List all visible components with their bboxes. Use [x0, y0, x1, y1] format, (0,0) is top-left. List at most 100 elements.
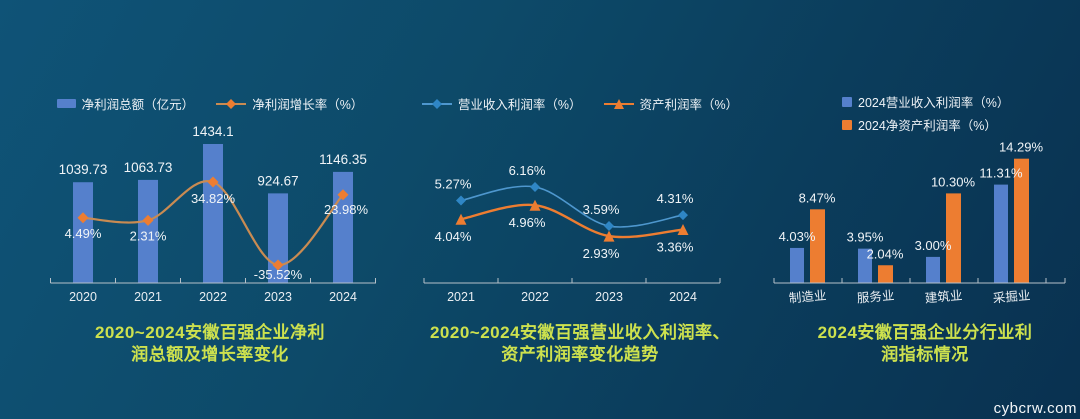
bar-value-label: 8.47% — [799, 190, 836, 205]
legend-item: 资产利润率（%） — [603, 94, 739, 113]
chart-title-line: 2024安徽百强企业分行业利 — [817, 323, 1033, 342]
legend-line-triangle-icon — [603, 98, 634, 109]
legend-bar-swatch — [56, 99, 76, 108]
legend-item: 2024净资产利润率（%） — [842, 115, 997, 134]
bar-value-label: 3.95% — [847, 230, 884, 245]
category-label: 制造业 — [788, 288, 827, 305]
legend-label: 净利润总额（亿元） — [81, 98, 195, 112]
legend-label: 资产利润率（%） — [639, 98, 739, 112]
chart-plot: 1039.73 1063.73 1434.1 924.67 1146.35 2020 202… — [50, 124, 376, 304]
line-value-label: 2.93% — [583, 246, 620, 261]
chart-panel-margin-trend: 营业收入利润率（%） 资产利润率（%） 2021 2022 2023 2024 5.27%… — [410, 88, 750, 398]
diamond-marker — [431, 98, 442, 109]
legend-item: 2024营业收入利润率（%） — [842, 92, 1009, 111]
chart-legend: 2024营业收入利润率（%） 2024净资产利润率（%） — [770, 92, 1080, 134]
bar-value-label: 1434.1 — [192, 124, 233, 139]
chart-title-line: 2020~2024安徽百强营业收入利润率、 — [429, 323, 731, 342]
chart-title: 2020~2024安徽百强营业收入利润率、 资产利润率变化趋势 — [410, 322, 750, 366]
watermark: cybcrw.com — [993, 400, 1077, 417]
legend-line-diamond-icon — [421, 98, 452, 109]
line-value-label: 6.16% — [509, 163, 546, 178]
bar-value-label: 2.04% — [867, 246, 904, 261]
category-label: 采掘业 — [992, 287, 1031, 305]
triangle-marker — [677, 224, 689, 236]
chart-title-line: 润总额及增长率变化 — [131, 345, 289, 364]
category-label: 2024 — [329, 290, 357, 304]
diamond-marker — [77, 212, 89, 224]
line-value-label: 4.96% — [509, 215, 546, 230]
line-value-label: 4.04% — [435, 229, 472, 244]
line-value-label: 4.31% — [657, 191, 694, 206]
chart-title: 2020~2024安徽百强企业净利 润总额及增长率变化 — [20, 322, 400, 366]
bar — [138, 179, 158, 283]
legend-label: 2024净资产利润率（%） — [858, 119, 997, 133]
bar-value-label: 1063.73 — [124, 160, 173, 175]
category-label: 2023 — [595, 290, 623, 304]
bar-value-label: 10.30% — [931, 174, 976, 189]
chart-plot: 4.03% 8.47% 3.95%2.04% 3.00% 10.30%11.31% 14.… — [773, 140, 1066, 306]
category-label: 2020 — [69, 290, 97, 304]
bar-value-label: 1039.73 — [59, 162, 108, 177]
category-label: 建筑业 — [924, 287, 963, 305]
bar — [858, 248, 872, 283]
chart-title-line: 资产利润率变化趋势 — [501, 345, 659, 364]
line-value-label: 34.82% — [191, 191, 236, 206]
bar — [333, 171, 353, 283]
chart-plot: 2021 2022 2023 2024 5.27% 6.16% 3.59% 4.31% 4.04… — [423, 163, 721, 304]
legend-square-swatch — [842, 119, 852, 130]
chart-title: 2024安徽百强企业分行业利 润指标情况 — [770, 322, 1080, 366]
bar-value-label: 3.00% — [915, 238, 952, 253]
triangle-marker — [455, 213, 467, 225]
chart-legend: 营业收入利润率（%） 资产利润率（%） — [410, 94, 750, 113]
line-value-label: 3.36% — [657, 240, 694, 255]
legend-item: 净利润总额（亿元） — [56, 94, 195, 113]
line-series — [460, 203, 684, 239]
line-series — [82, 180, 344, 267]
diamond-marker — [226, 98, 237, 109]
line-value-label: 3.59% — [583, 202, 620, 217]
diamond-marker — [337, 189, 349, 201]
chart-panel-industry: 2024营业收入利润率（%） 2024净资产利润率（%） 4.03% 8.47% 3.… — [770, 88, 1080, 398]
line-value-label: 2.31% — [130, 228, 167, 243]
line-value-label: 5.27% — [435, 176, 472, 191]
bar — [1014, 158, 1029, 283]
category-label: 2021 — [447, 290, 475, 304]
diamond-marker — [678, 210, 688, 221]
line-value-label: -35.52% — [254, 267, 303, 282]
category-label: 服务业 — [856, 287, 895, 305]
triangle-marker — [613, 98, 624, 109]
bar-value-label: 924.67 — [257, 173, 298, 188]
line-value-label: 23.98% — [324, 202, 369, 217]
bar — [73, 182, 93, 283]
bar-value-label: 1146.35 — [319, 152, 367, 167]
legend-label: 营业收入利润率（%） — [457, 98, 582, 112]
category-label: 2021 — [134, 290, 162, 304]
diamond-marker — [530, 181, 540, 192]
triangle-marker — [603, 230, 615, 242]
bar-value-label: 4.03% — [779, 229, 816, 244]
legend-label: 2024营业收入利润率（%） — [858, 96, 1010, 110]
chart-title-line: 润指标情况 — [881, 345, 969, 364]
bar — [994, 184, 1008, 283]
chart-panel-net-profit: 净利润总额（亿元） 净利润增长率（%） 1039.73 1063.73 1434.1 9… — [20, 88, 400, 398]
triangle-marker — [529, 199, 541, 211]
chart-title-line: 2020~2024安徽百强企业净利 — [94, 323, 326, 342]
bar — [810, 209, 825, 283]
legend-item: 净利润增长率（%） — [216, 94, 363, 113]
category-label: 2022 — [521, 290, 549, 304]
bar-value-label: 11.31% — [979, 166, 1023, 181]
line-value-label: 4.49% — [65, 226, 102, 241]
diamond-marker — [207, 176, 219, 188]
chart-legend: 净利润总额（亿元） 净利润增长率（%） — [20, 94, 400, 113]
bar-value-label: 14.29% — [999, 140, 1044, 155]
bar — [946, 193, 961, 283]
category-label: 2023 — [264, 290, 292, 304]
diamond-marker — [272, 259, 284, 271]
line-series — [460, 185, 684, 228]
diamond-marker — [604, 221, 614, 232]
legend-line-diamond-icon — [216, 98, 247, 109]
category-label: 2022 — [199, 290, 227, 304]
bar — [878, 265, 893, 283]
legend-square-swatch — [842, 96, 852, 107]
